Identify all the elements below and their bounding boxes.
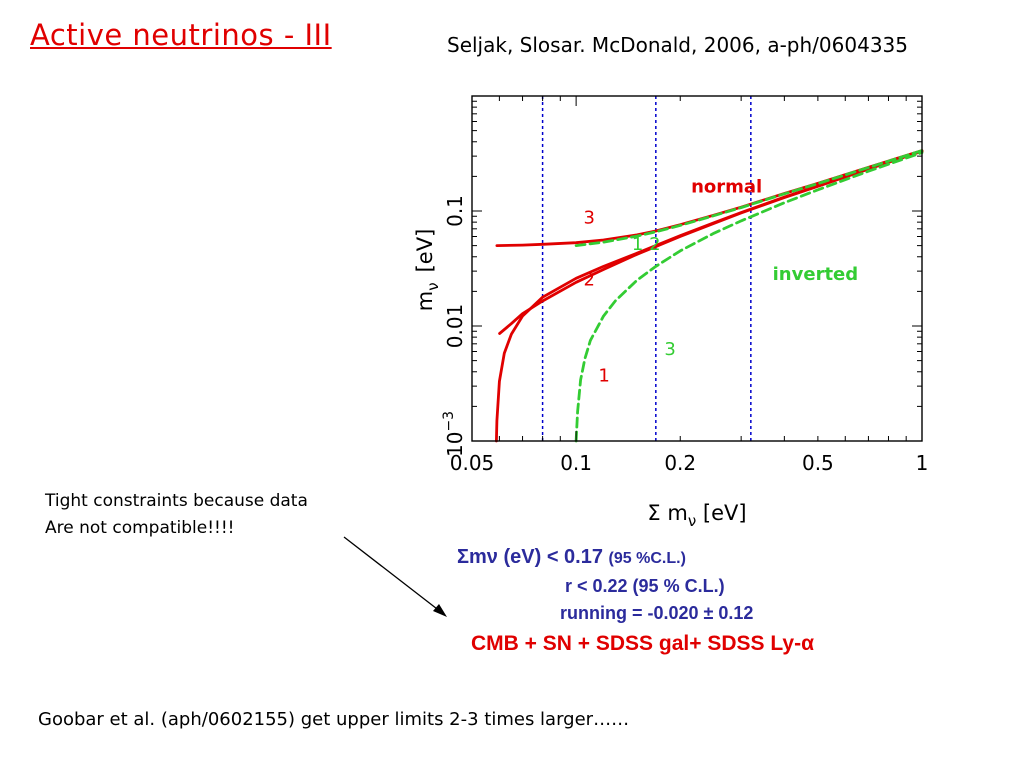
plot-lines — [494, 96, 924, 443]
x-tick-label: 0.05 — [450, 451, 495, 475]
y-axis-title-sub: ν — [424, 282, 442, 290]
annotation-label: 3 — [664, 339, 675, 360]
sum-m-nu-symbol: Σmν — [457, 546, 498, 568]
sum-mass-limit: (eV) < 0.17 — [497, 546, 609, 568]
annotation-label: normal — [691, 176, 762, 197]
annotation-label: 1 2 — [632, 234, 661, 255]
confidence-level: (95 %C.L.) — [608, 550, 686, 567]
running-result: running = -0.020 ± 0.12 — [560, 603, 754, 623]
annotation-label: 2 — [583, 269, 594, 290]
plot-labels: 0.05 0.1 0.2 0.5 110−30.010.1Σ mν [eV]mν[eV] — [413, 195, 928, 530]
sum-mass-result: Σmν (eV) < 0.17 (95 %C.L.) — [457, 546, 686, 569]
tensor-ratio-result: r < 0.22 (95 % C.L.) — [565, 576, 725, 596]
series-normal-0 — [495, 149, 924, 248]
annotation-label: 1 — [598, 365, 609, 386]
plot-frame — [471, 95, 923, 442]
series-inverted-3 — [574, 149, 924, 248]
note-text: Tight constraints because data Are not c… — [45, 488, 308, 542]
y-axis-title: mν[eV] — [413, 229, 442, 312]
x-tick-label: 0.1 — [560, 451, 592, 475]
x-tick-label: 0.5 — [802, 451, 834, 475]
y-tick-label: 0.1 — [443, 195, 467, 227]
annotation-label: inverted — [773, 264, 859, 285]
y-axis-title-unit: [eV] — [413, 229, 437, 273]
datasets-label: CMB + SN + SDSS gal+ SDSS Ly-α — [471, 632, 814, 655]
x-axis-title-unit: [eV] — [696, 501, 746, 525]
note-line: Tight constraints because data — [45, 491, 308, 511]
note-line: Are not compatible!!!! — [45, 518, 235, 538]
plot-ticks — [471, 95, 923, 442]
y-tick-label: 0.01 — [443, 304, 467, 349]
arrow-pointer — [343, 536, 447, 617]
x-axis-title: Σ mν [eV] — [647, 501, 746, 530]
slide-title: Active neutrinos - III — [30, 18, 332, 52]
plot-annotations: normal 3 1 2 2 inverted 3 1 — [583, 176, 858, 386]
y-tick-label: 10−3 — [441, 411, 467, 457]
x-tick-label: 1 — [916, 451, 929, 475]
x-axis-title-sub: ν — [688, 512, 696, 530]
annotation-label: 3 — [583, 207, 594, 228]
series-normal-2 — [494, 149, 924, 443]
citation: Seljak, Slosar. McDonald, 2006, a-ph/060… — [447, 33, 908, 57]
footer-text: Goobar et al. (aph/0602155) get upper li… — [38, 709, 630, 730]
series-inverted-4 — [574, 151, 924, 443]
y-tick-label-exponent: −3 — [441, 411, 457, 432]
x-tick-label: 0.2 — [664, 451, 696, 475]
plot-frame-border — [471, 95, 923, 442]
